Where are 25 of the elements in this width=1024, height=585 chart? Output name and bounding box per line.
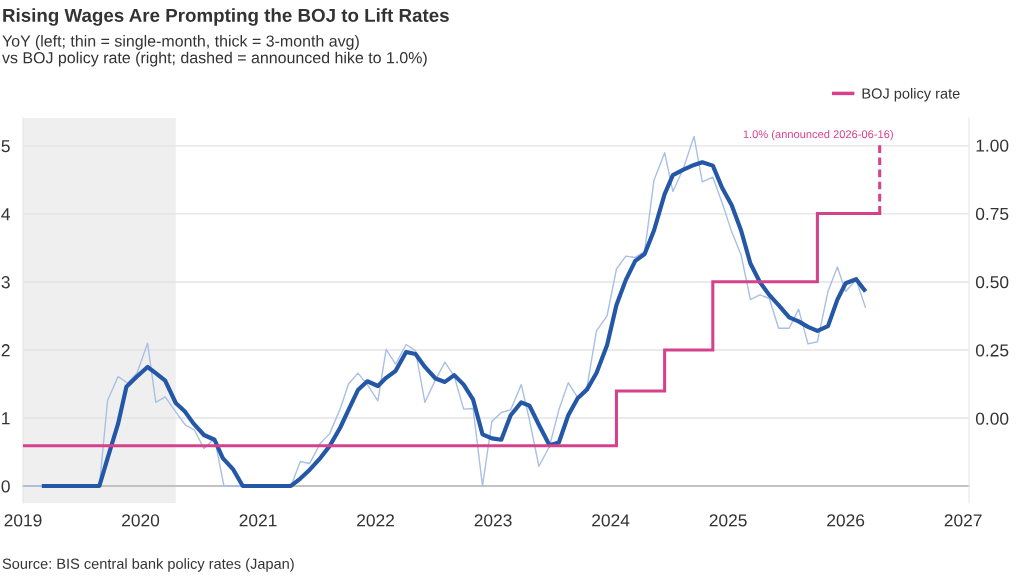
y-tick-label: 1 bbox=[2, 412, 10, 425]
y-tick-label: 5 bbox=[1, 140, 10, 153]
legend-label: BOJ policy rate bbox=[862, 87, 960, 102]
y2-tick-label: 0.25 bbox=[975, 344, 1009, 357]
chart-title: Rising Wages Are Prompting the BOJ to Lift Rates bbox=[3, 8, 449, 26]
x-tick-label: 2020 bbox=[122, 514, 160, 527]
source-note: Source: BIS central bank policy rates (Japan) bbox=[2, 558, 294, 572]
y2-tick-label: 0.00 bbox=[975, 412, 1009, 425]
y-tick-label: 4 bbox=[1, 208, 10, 221]
y-tick-label: 3 bbox=[1, 276, 10, 289]
chart-subtitle: YoY (left; thin = single-month, thick = 3-month avg) vs BOJ policy rate (right; dashed = announced hike to 1.0%) bbox=[2, 35, 427, 67]
y-tick-label: 0 bbox=[1, 480, 10, 493]
x-tick-label: 2019 bbox=[4, 514, 42, 527]
y2-tick-label: 0.75 bbox=[975, 207, 1009, 221]
x-tick-label: 2027 bbox=[944, 514, 982, 527]
x-tick-label: 2025 bbox=[709, 514, 747, 527]
x-tick-label: 2026 bbox=[827, 514, 865, 527]
y2-tick-label: 0.50 bbox=[975, 276, 1009, 289]
x-tick-label: 2024 bbox=[592, 514, 630, 527]
x-tick-label: 2022 bbox=[357, 514, 394, 527]
x-tick-label: 2021 bbox=[239, 514, 277, 527]
y2-tick-label: 1.00 bbox=[976, 139, 1009, 152]
y-tick-label: 2 bbox=[1, 344, 10, 357]
x-tick-label: 2023 bbox=[474, 514, 512, 527]
annotation: 1.0% (announced 2026-06-16) bbox=[743, 129, 893, 141]
